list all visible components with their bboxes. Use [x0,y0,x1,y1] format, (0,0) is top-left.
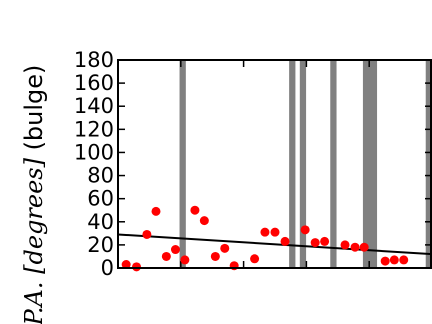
data-point-15 [280,236,290,246]
fit-line [117,233,432,256]
data-point-10 [220,243,230,253]
y-tick-label-100: 100 [74,140,114,164]
y-axis-label: P.A. [degrees] (bulge) [20,65,48,324]
data-point-22 [380,256,390,266]
y-tick-label-0: 0 [101,256,114,280]
data-point-5 [170,245,180,255]
data-point-17 [310,238,320,248]
band-5 [425,60,432,268]
plot-frame [117,59,432,269]
data-point-20 [350,242,360,252]
data-point-16 [300,225,310,235]
data-point-7 [190,205,200,215]
y-tick-label-120: 120 [74,117,114,141]
data-point-23 [389,255,399,265]
data-point-18 [320,236,330,246]
y-tick-label-20: 20 [87,233,114,257]
y-tick-label-80: 80 [87,164,114,188]
data-point-19 [340,240,350,250]
data-point-8 [199,216,209,226]
y-tick-label-180: 180 [74,48,114,72]
y-axis-label-plain: (bulge) [20,65,48,158]
data-point-21 [359,242,369,252]
data-points [121,205,409,272]
band-2 [299,60,307,268]
data-point-4 [161,251,171,261]
y-tick-label-140: 140 [74,94,114,118]
shaded-bands [179,60,432,268]
band-3 [330,60,337,268]
y-tick-label-40: 40 [87,210,114,234]
data-point-9 [210,251,220,261]
data-point-24 [399,255,409,265]
data-point-0 [121,260,131,270]
data-point-2 [142,229,152,239]
data-point-13 [260,227,270,237]
data-point-1 [132,262,142,272]
band-0 [179,60,186,268]
data-point-12 [250,254,260,264]
data-point-14 [270,227,280,237]
y-tick-label-160: 160 [74,71,114,95]
data-point-6 [180,255,190,265]
y-tick-label-60: 60 [87,187,114,211]
band-4 [362,60,378,268]
band-1 [289,60,296,268]
data-point-3 [151,206,161,216]
y-axis-label-italic: P.A. [degrees] [20,157,48,324]
